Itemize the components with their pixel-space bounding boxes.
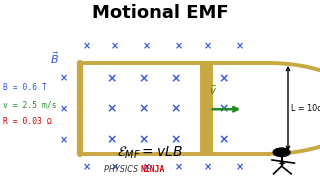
Text: $\vec{B}$: $\vec{B}$ — [50, 51, 59, 66]
Text: ×: × — [236, 41, 244, 51]
Text: ×: × — [175, 163, 183, 173]
Text: ×: × — [219, 72, 229, 85]
Text: ×: × — [204, 163, 212, 173]
Text: NINJA: NINJA — [141, 165, 165, 174]
Text: ×: × — [60, 135, 68, 145]
Text: ×: × — [139, 72, 149, 85]
Text: ×: × — [171, 134, 181, 147]
Text: L = 10cm: L = 10cm — [291, 104, 320, 113]
Text: ×: × — [60, 73, 68, 83]
Circle shape — [274, 148, 290, 156]
Text: ×: × — [219, 103, 229, 116]
Text: B = 0.6 T: B = 0.6 T — [3, 83, 47, 92]
Text: ×: × — [171, 72, 181, 85]
Text: ×: × — [175, 41, 183, 51]
Text: ×: × — [204, 41, 212, 51]
Text: ×: × — [82, 41, 91, 51]
Text: ×: × — [236, 163, 244, 173]
Text: ×: × — [107, 72, 117, 85]
Text: ×: × — [107, 103, 117, 116]
Text: ×: × — [143, 163, 151, 173]
Text: ×: × — [219, 134, 229, 147]
Text: ×: × — [82, 163, 91, 173]
Text: ×: × — [139, 103, 149, 116]
Text: PHYSICS: PHYSICS — [104, 165, 141, 174]
Text: ×: × — [139, 134, 149, 147]
Text: R = 0.03 Ω: R = 0.03 Ω — [3, 117, 52, 126]
Text: ×: × — [111, 163, 119, 173]
Text: ×: × — [60, 104, 68, 114]
Text: v = 2.5 m/s: v = 2.5 m/s — [3, 100, 57, 109]
Text: ×: × — [143, 41, 151, 51]
Text: ×: × — [111, 41, 119, 51]
Text: $\mathcal{E}_{MF} = vLB$: $\mathcal{E}_{MF} = vLB$ — [117, 145, 183, 161]
Text: ×: × — [107, 134, 117, 147]
Text: Motional EMF: Motional EMF — [92, 4, 228, 22]
Text: $\vec{v}$: $\vec{v}$ — [209, 84, 217, 97]
Text: ✦: ✦ — [277, 160, 286, 170]
Text: ×: × — [171, 103, 181, 116]
